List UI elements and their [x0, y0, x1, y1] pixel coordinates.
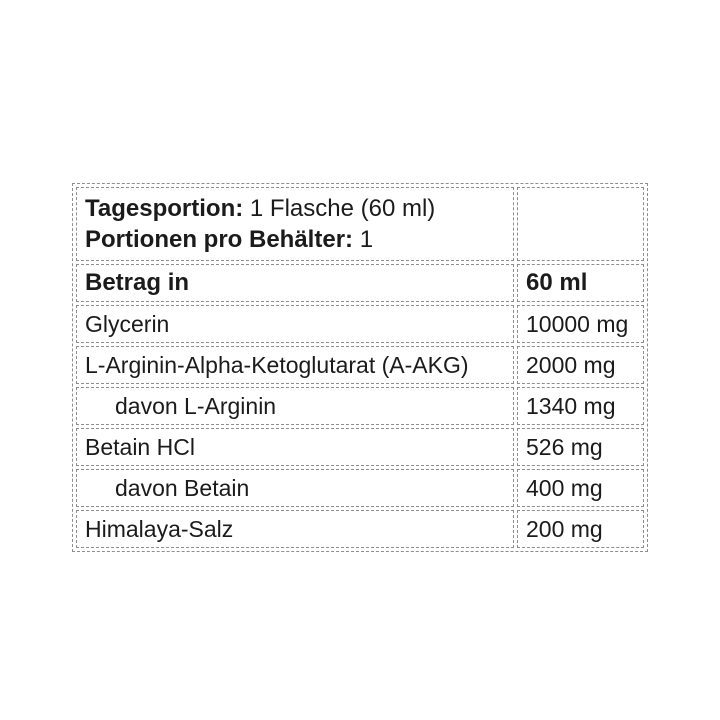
table-row: Glycerin 10000 mg — [76, 305, 644, 343]
ingredient-amount: 1340 mg — [517, 387, 644, 425]
serving-info-cell: Tagesportion: 1 Flasche (60 ml) Portione… — [76, 187, 514, 261]
ingredient-name-sub: davon Betain — [76, 469, 514, 507]
serving-size-line: Tagesportion: 1 Flasche (60 ml) — [85, 193, 505, 224]
table-row: Betain HCl 526 mg — [76, 428, 644, 466]
serving-info-empty-cell — [517, 187, 644, 261]
ingredient-name: Himalaya-Salz — [76, 510, 514, 548]
serving-size-value: 1 Flasche (60 ml) — [249, 195, 436, 222]
serving-size-label: Tagesportion: — [85, 195, 244, 222]
table-row: Himalaya-Salz 200 mg — [76, 510, 644, 548]
supplement-facts-table: Tagesportion: 1 Flasche (60 ml) Portione… — [72, 183, 648, 552]
ingredient-amount: 526 mg — [517, 428, 644, 466]
ingredient-name: Glycerin — [76, 305, 514, 343]
name-column-header: Betrag in — [76, 264, 514, 302]
amount-column-header: 60 ml — [517, 264, 644, 302]
ingredient-amount: 200 mg — [517, 510, 644, 548]
table-row: davon Betain 400 mg — [76, 469, 644, 507]
servings-per-container-value: 1 — [359, 226, 374, 253]
serving-info-row: Tagesportion: 1 Flasche (60 ml) Portione… — [76, 187, 644, 261]
table-row: L-Arginin-Alpha-Ketoglutarat (A-AKG) 200… — [76, 346, 644, 384]
table-row: davon L-Arginin 1340 mg — [76, 387, 644, 425]
ingredient-name: Betain HCl — [76, 428, 514, 466]
ingredient-name-sub: davon L-Arginin — [76, 387, 514, 425]
column-header-row: Betrag in 60 ml — [76, 264, 644, 302]
servings-per-container-label: Portionen pro Behälter: — [85, 226, 354, 253]
ingredient-name: L-Arginin-Alpha-Ketoglutarat (A-AKG) — [76, 346, 514, 384]
servings-per-container-line: Portionen pro Behälter: 1 — [85, 224, 505, 255]
ingredient-amount: 10000 mg — [517, 305, 644, 343]
ingredient-amount: 2000 mg — [517, 346, 644, 384]
ingredient-amount: 400 mg — [517, 469, 644, 507]
